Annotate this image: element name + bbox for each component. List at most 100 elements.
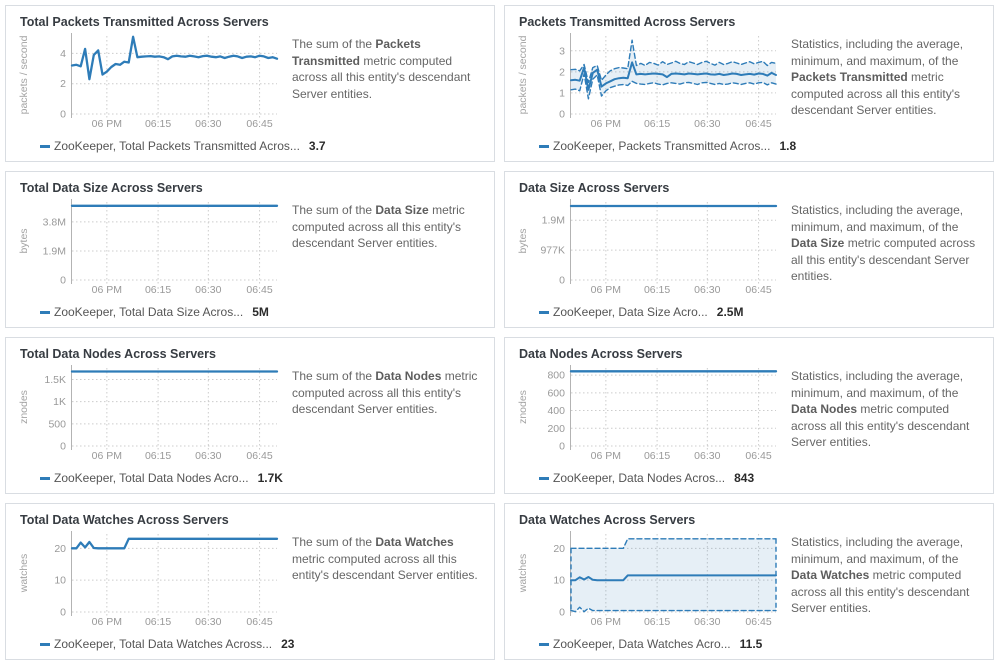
legend-value: 843 (734, 471, 755, 485)
x-tick-label: 06:15 (644, 118, 670, 130)
description-pre: The sum of the (292, 535, 376, 549)
panel-body: 0 10 20 06 PM 06:15 06:30 06:45 watches ZooKeep… (517, 528, 985, 651)
description-post: metric computed across all this entity's… (791, 236, 976, 284)
panel-body: 0 2 4 06 PM 06:15 06:30 06:45 packets / second … (18, 30, 486, 153)
panel-description: The sum of the Data Size metric computed… (286, 196, 486, 319)
description-metric-name: Data Nodes (375, 369, 442, 383)
x-tick-label: 06:45 (745, 450, 771, 462)
chart-area: 0 2 4 06 PM 06:15 06:30 06:45 packets / second … (18, 30, 326, 153)
line-chart[interactable]: 0 1 2 3 06 PM 06:15 06:30 06:45 packets / second (517, 30, 785, 133)
legend: ZooKeeper, Packets Transmitted Acros... … (539, 139, 796, 153)
chart-area: 0 1 2 3 06 PM 06:15 06:30 06:45 packets / second… (517, 30, 796, 153)
x-tick-label: 06 PM (92, 118, 122, 130)
y-tick-label: 400 (547, 405, 565, 417)
legend: ZooKeeper, Total Data Nodes Acro... 1.7K (40, 471, 286, 485)
y-tick-label: 1.9M (43, 245, 66, 257)
legend-label: ZooKeeper, Total Data Nodes Acro... (54, 471, 249, 485)
legend-label: ZooKeeper, Data Size Acro... (553, 305, 708, 319)
line-chart[interactable]: 0 2 4 06 PM 06:15 06:30 06:45 packets / second (18, 30, 286, 133)
legend-label: ZooKeeper, Data Watches Acro... (553, 637, 731, 651)
series-swatch-icon (539, 476, 549, 480)
series-line-avg (570, 61, 777, 91)
panel-title: Total Data Size Across Servers (20, 181, 203, 195)
y-tick-label: 0 (559, 109, 565, 121)
y-tick-label: 4 (60, 48, 66, 60)
y-axis-unit-label: znodes (517, 390, 529, 424)
panel-data-size-across-servers: Data Size Across Servers 0 977K 1.9M 06 PM 0… (504, 171, 994, 328)
line-chart[interactable]: 0 200 400 600 800 06 PM 06:15 06:30 06:45 znodes (517, 362, 785, 465)
min-max-band (571, 40, 776, 99)
x-tick-label: 06 PM (591, 284, 621, 296)
panel-description: Statistics, including the average, minim… (785, 30, 985, 153)
description-metric-name: Data Size (791, 236, 845, 251)
y-tick-label: 0 (60, 441, 66, 453)
panel-data-nodes-across-servers: Data Nodes Across Servers 0 200 400 600 800 0… (504, 337, 994, 494)
y-tick-label: 800 (547, 370, 565, 382)
description-pre: Statistics, including the average, minim… (791, 37, 964, 68)
x-tick-label: 06:15 (145, 616, 171, 628)
y-axis-unit-label: bytes (517, 228, 529, 253)
line-chart[interactable]: 0 500 1K 1.5K 06 PM 06:15 06:30 06:45 znodes (18, 362, 286, 465)
y-tick-label: 977K (540, 245, 565, 257)
panel-total-data-watches-across-servers: Total Data Watches Across Servers 0 10 20 0… (5, 503, 495, 660)
legend-value: 5M (252, 305, 269, 319)
series-line-sum (70, 537, 279, 550)
x-tick-label: 06:15 (644, 450, 670, 462)
panel-body: 0 10 20 06 PM 06:15 06:30 06:45 watches ZooKeep… (18, 528, 486, 651)
line-chart[interactable]: 0 1.9M 3.8M 06 PM 06:15 06:30 06:45 bytes (18, 196, 286, 299)
legend-value: 2.5M (716, 305, 744, 319)
chart-area: 0 10 20 06 PM 06:15 06:30 06:45 watches ZooKeep… (18, 528, 294, 651)
y-axis-unit-label: packets / second (18, 35, 30, 114)
description-metric-name: Data Size (375, 203, 429, 217)
legend-value: 1.7K (257, 471, 283, 485)
description-post: metric computed across all this entity's… (791, 568, 970, 616)
y-tick-label: 1.5K (44, 374, 66, 386)
panel-title: Total Data Nodes Across Servers (20, 347, 216, 361)
y-tick-label: 600 (547, 387, 565, 399)
x-tick-label: 06 PM (92, 616, 122, 628)
y-tick-label: 0 (559, 607, 565, 619)
panel-title: Data Watches Across Servers (519, 513, 696, 527)
series-line-max (570, 538, 777, 549)
chart-area: 0 200 400 600 800 06 PM 06:15 06:30 06:45 znodes … (517, 362, 785, 485)
legend: ZooKeeper, Data Size Acro... 2.5M (539, 305, 785, 319)
y-tick-label: 1K (53, 396, 66, 408)
panel-title: Total Packets Transmitted Across Servers (20, 15, 269, 29)
series-swatch-icon (539, 144, 549, 148)
panel-data-watches-across-servers: Data Watches Across Servers 0 10 20 06 PM 06… (504, 503, 994, 660)
y-tick-label: 1.9M (542, 215, 565, 227)
y-tick-label: 0 (60, 607, 66, 619)
series-swatch-icon (40, 144, 50, 148)
x-tick-label: 06:15 (145, 450, 171, 462)
panel-description: Statistics, including the average, minim… (785, 196, 985, 319)
panel-total-packets-transmitted-across-servers: Total Packets Transmitted Across Servers… (5, 5, 495, 162)
panel-body: 0 500 1K 1.5K 06 PM 06:15 06:30 06:45 znodes Zoo… (18, 362, 486, 485)
legend: ZooKeeper, Total Packets Transmitted Acr… (40, 139, 326, 153)
chart-area: 0 500 1K 1.5K 06 PM 06:15 06:30 06:45 znodes Zoo… (18, 362, 286, 485)
x-tick-label: 06:30 (694, 616, 720, 628)
line-chart[interactable]: 0 10 20 06 PM 06:15 06:30 06:45 watches (18, 528, 286, 631)
series-swatch-icon (40, 310, 50, 314)
x-tick-label: 06:30 (195, 450, 221, 462)
series-swatch-icon (539, 310, 549, 314)
x-tick-label: 06:30 (195, 284, 221, 296)
description-pre: The sum of the (292, 37, 376, 51)
y-tick-label: 20 (54, 543, 66, 555)
series-line-max (570, 39, 777, 84)
line-chart[interactable]: 0 10 20 06 PM 06:15 06:30 06:45 watches (517, 528, 785, 631)
description-pre: Statistics, including the average, minim… (791, 203, 964, 234)
description-post: metric computed across all this entity's… (292, 203, 465, 251)
panel-description: The sum of the Data Watches metric compu… (286, 528, 486, 651)
panel-body: 0 1 2 3 06 PM 06:15 06:30 06:45 packets / second… (517, 30, 985, 153)
panel-title: Packets Transmitted Across Servers (519, 15, 736, 29)
x-tick-label: 06:45 (246, 284, 272, 296)
x-tick-label: 06:15 (644, 284, 670, 296)
series-line-avg (570, 574, 777, 582)
line-chart[interactable]: 0 977K 1.9M 06 PM 06:15 06:30 06:45 bytes (517, 196, 785, 299)
description-post: metric computed across all this entity's… (292, 551, 478, 583)
x-tick-label: 06:30 (195, 118, 221, 130)
legend: ZooKeeper, Total Data Watches Across... … (40, 637, 294, 651)
legend-label: ZooKeeper, Data Nodes Acros... (553, 471, 726, 485)
